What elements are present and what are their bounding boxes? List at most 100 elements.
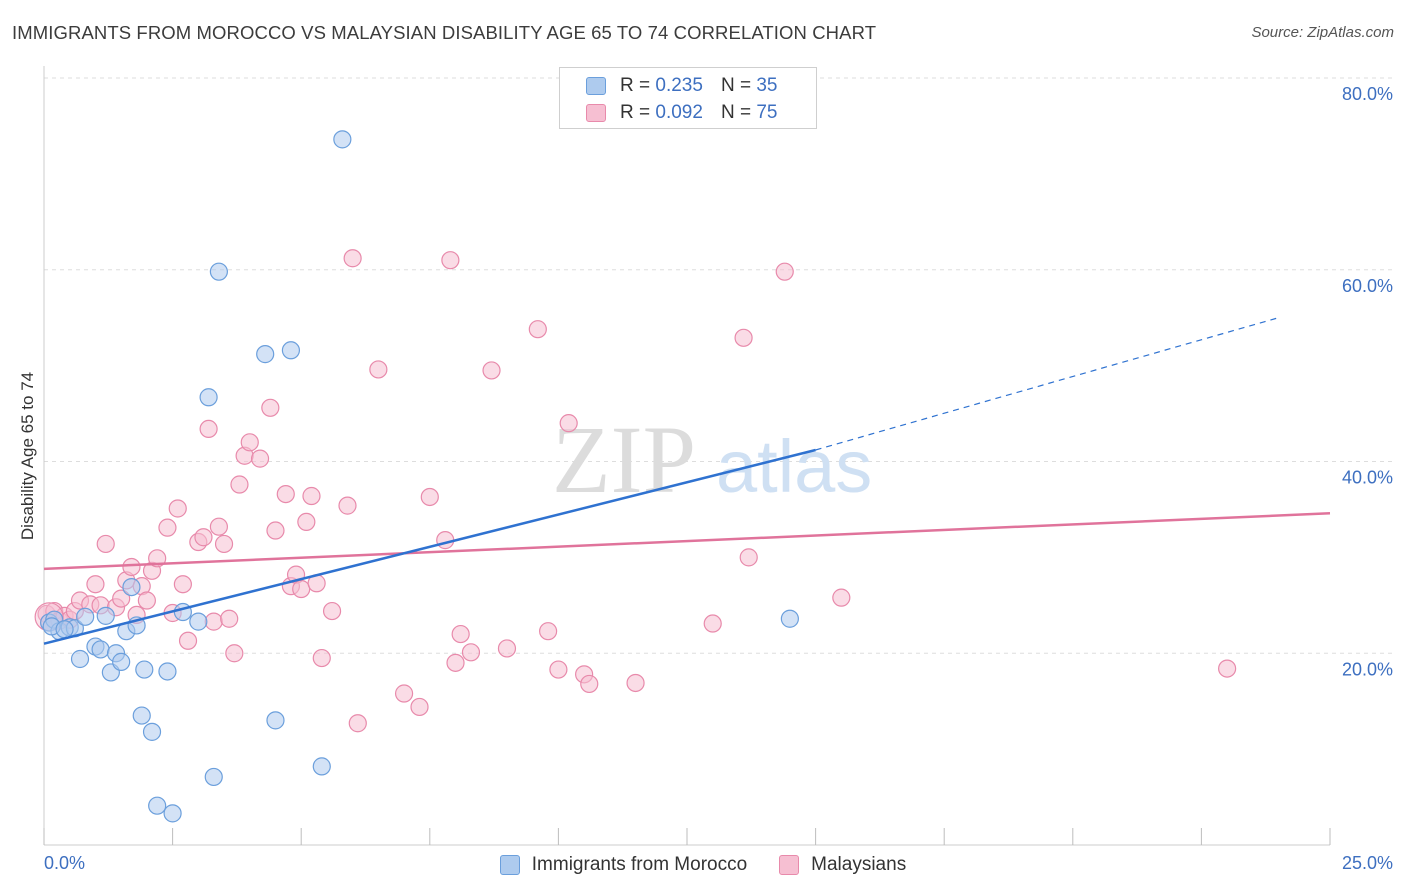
legend-swatch-malaysians [779, 855, 800, 875]
point-malaysians [292, 579, 311, 599]
point-malaysians [369, 360, 388, 379]
series-legend: Immigrants from Morocco Malaysians [0, 852, 1406, 878]
r-label: R = [620, 102, 651, 123]
point-malaysians [302, 486, 321, 506]
point-malaysians [209, 517, 228, 536]
legend-label-malaysians: Malaysians [811, 854, 907, 875]
point-morocco [76, 607, 95, 626]
point-malaysians [420, 487, 439, 507]
point-malaysians [832, 588, 851, 607]
point-malaysians [168, 499, 187, 518]
point-morocco [281, 341, 301, 360]
y-tick-label: 40.0% [1342, 468, 1393, 488]
point-malaysians [436, 531, 455, 550]
point-malaysians [580, 674, 599, 694]
y-tick-label: 60.0% [1342, 276, 1393, 296]
point-morocco [199, 388, 218, 407]
r-label: R = [620, 75, 651, 96]
point-malaysians [734, 328, 753, 347]
watermark-atlas: atlas [716, 425, 872, 508]
point-malaysians [348, 714, 367, 733]
point-malaysians [194, 528, 213, 547]
point-malaysians [276, 484, 295, 504]
point-malaysians [497, 639, 517, 658]
trend-line-morocco [43, 448, 816, 645]
point-malaysians [240, 433, 259, 452]
point-morocco [312, 757, 331, 776]
trend-lines [43, 317, 1331, 645]
r-value: 0.235 [655, 75, 703, 96]
point-malaysians [539, 622, 558, 641]
point-morocco [209, 262, 228, 281]
x-tick-label: 25.0% [1342, 853, 1393, 873]
point-malaysians [441, 251, 460, 270]
y-axis-label: Disability Age 65 to 74 [18, 371, 37, 541]
point-malaysians [559, 414, 578, 433]
point-morocco [256, 345, 275, 364]
source-label: Source: ZipAtlas.com [1251, 24, 1394, 41]
legend-item-malaysians: Malaysians [779, 854, 906, 876]
point-malaysians [86, 575, 105, 594]
point-malaysians [137, 591, 156, 610]
point-malaysians [1218, 659, 1237, 678]
point-morocco [112, 652, 131, 671]
point-morocco [333, 130, 352, 149]
point-morocco [135, 660, 154, 679]
point-malaysians [322, 601, 342, 621]
point-morocco [122, 577, 141, 597]
n-label: N = [720, 102, 752, 123]
point-malaysians [225, 644, 244, 663]
point-malaysians [220, 609, 239, 628]
legend-item-morocco: Immigrants from Morocco [499, 854, 748, 876]
n-label: N = [720, 75, 752, 96]
point-malaysians [739, 548, 758, 567]
point-morocco [55, 620, 74, 639]
legend-label-morocco: Immigrants from Morocco [531, 854, 748, 875]
point-malaysians [394, 684, 414, 703]
point-malaysians [122, 557, 141, 577]
point-morocco [142, 722, 162, 741]
point-malaysians [204, 612, 223, 631]
point-malaysians [297, 512, 316, 532]
y-tick-label: 20.0% [1342, 659, 1393, 679]
point-morocco [266, 711, 285, 730]
point-malaysians [158, 518, 177, 537]
r-value: 0.092 [655, 102, 703, 123]
point-morocco [132, 706, 151, 725]
point-morocco [70, 649, 90, 669]
point-malaysians [173, 575, 192, 594]
point-morocco [189, 612, 208, 631]
point-malaysians [261, 398, 280, 417]
point-malaysians [250, 449, 270, 468]
point-malaysians [214, 534, 234, 554]
stats-legend: R = 0.235 N = 35 R = 0.092 N = 75 [559, 67, 817, 129]
stats-legend-row-morocco: R = 0.235 N = 35 [586, 74, 777, 98]
legend-swatch-morocco [499, 855, 520, 875]
point-malaysians [482, 361, 501, 380]
point-malaysians [461, 643, 481, 662]
point-malaysians [312, 648, 331, 668]
point-morocco [163, 804, 182, 823]
gridlines [44, 77, 1392, 654]
point-morocco [158, 662, 177, 681]
point-malaysians [528, 320, 547, 339]
point-malaysians [703, 614, 722, 633]
point-morocco [96, 606, 115, 625]
point-malaysians [549, 660, 568, 679]
point-morocco [204, 767, 223, 787]
point-malaysians [410, 697, 429, 717]
point-malaysians [230, 475, 249, 494]
trend-line-malaysians [43, 512, 1331, 571]
x-tick-label: 0.0% [44, 853, 85, 873]
axes [43, 66, 1331, 846]
point-malaysians [775, 262, 794, 281]
point-malaysians [178, 631, 198, 650]
point-morocco [780, 609, 799, 628]
point-malaysians [446, 653, 465, 672]
n-value: 35 [756, 75, 778, 96]
point-malaysians [112, 589, 131, 608]
point-malaysians [199, 419, 218, 439]
point-malaysians [626, 673, 645, 693]
point-malaysians [96, 534, 115, 554]
point-morocco [91, 640, 110, 659]
